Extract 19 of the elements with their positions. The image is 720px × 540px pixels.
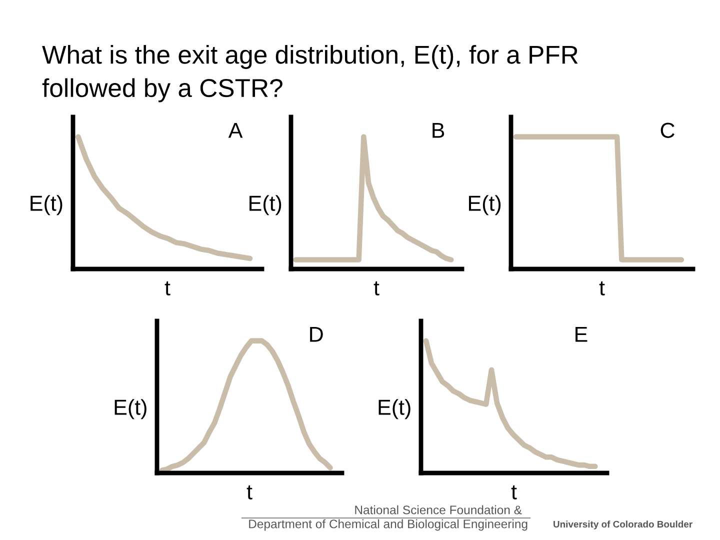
- y-axis-title: E(t): [114, 399, 146, 420]
- x-axis-title: t: [246, 485, 252, 500]
- text: Department of Chemical and Biological Engineering: [249, 519, 528, 531]
- chart-title: B: [432, 122, 444, 138]
- text: University of Colorado Boulder: [554, 520, 692, 530]
- chart-title: A: [228, 122, 243, 138]
- text: National Science Foundation &: [355, 505, 522, 514]
- x-axis-title: t: [599, 281, 605, 296]
- x-axis-title: t: [511, 485, 517, 500]
- y-axis-title: E(t): [30, 195, 62, 216]
- x-axis-title: t: [164, 281, 170, 296]
- y-axis-title: E(t): [378, 399, 410, 420]
- chart-title: E: [576, 326, 588, 342]
- y-axis-title: E(t): [250, 195, 282, 216]
- x-axis-title: t: [374, 281, 380, 296]
- text: What is the exit age distribution, E(t), for a PFR followed by a CSTR?: [42, 45, 578, 102]
- chart-title: C: [660, 122, 674, 138]
- y-axis-title: E(t): [468, 195, 501, 216]
- chart-title: D: [310, 326, 323, 342]
